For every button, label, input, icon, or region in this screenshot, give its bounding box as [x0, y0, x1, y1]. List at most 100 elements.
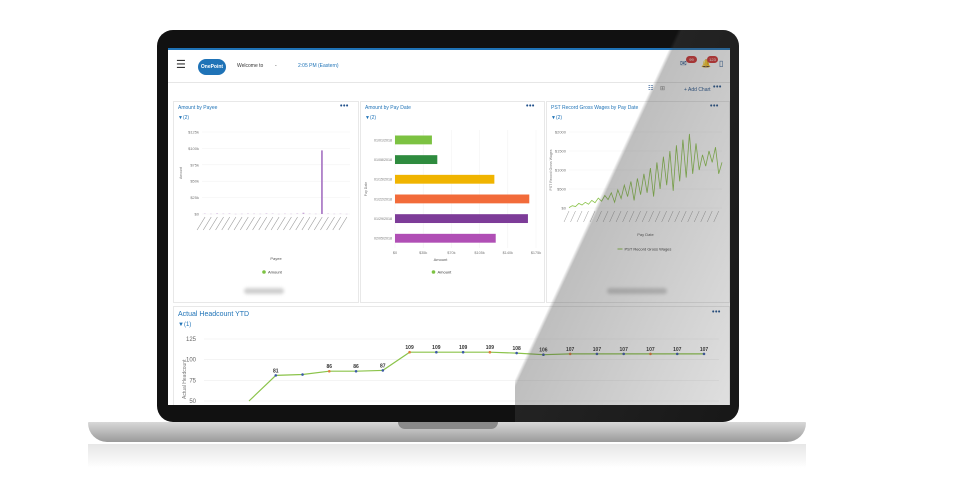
- toolbar-more-button[interactable]: •••: [713, 84, 722, 91]
- y-tick-label: $1500: [555, 149, 567, 154]
- card-more-button[interactable]: •••: [340, 103, 349, 110]
- payee-bar: [302, 212, 305, 214]
- x-tick-label: [700, 210, 706, 223]
- y-tick-label: 02/05/2018: [374, 237, 392, 241]
- filter-indicator[interactable]: ▼(2): [551, 115, 563, 121]
- data-label: 109: [405, 345, 414, 351]
- x-tick-label: [258, 216, 268, 231]
- y-tick-label: 125: [186, 337, 197, 343]
- blurred-footer: [244, 288, 284, 294]
- x-tick-label: [628, 210, 635, 223]
- blurred-footer: [607, 288, 667, 294]
- x-tick-label: [289, 216, 298, 231]
- y-tick-label: $2000: [555, 130, 567, 135]
- x-tick-label: [233, 216, 243, 231]
- y-axis-label: Amount: [179, 167, 183, 179]
- x-tick-label: [283, 216, 292, 231]
- document-icon[interactable]: ▯: [719, 59, 724, 68]
- data-point: [461, 350, 465, 354]
- y-tick-label: $500: [557, 187, 567, 192]
- mail-icon[interactable]: ✉: [680, 59, 687, 68]
- x-tick-label: $175k: [531, 251, 541, 255]
- x-axis-label: Payee: [270, 256, 282, 261]
- card-title: Actual Headcount YTD: [178, 311, 250, 318]
- pay-date-bar: [395, 214, 528, 224]
- data-point: [542, 353, 545, 357]
- grid-view-icon[interactable]: ⊞: [660, 86, 666, 92]
- pay-date-bar-chart: $0 $35k $70k $105k $140k $175k 01/01/2018 01/08…: [364, 130, 541, 275]
- x-tick-label: [687, 210, 693, 223]
- list-view-icon[interactable]: ☷: [648, 86, 654, 92]
- data-label: 107: [700, 347, 709, 353]
- top-bar: ☰ OnePoint Welcome to - 2:05 PM (Eastern…: [168, 50, 730, 83]
- x-tick-label: [570, 210, 576, 223]
- filter-indicator[interactable]: ▼(2): [178, 115, 190, 121]
- data-label: 107: [646, 347, 655, 353]
- x-axis-label: Pay Date: [637, 232, 654, 237]
- card-amount-by-payee: Amount by Payee ••• ▼(2) $125k $100k $75k $…: [173, 101, 359, 303]
- legend-marker: [262, 270, 266, 274]
- data-point: [515, 351, 518, 355]
- card-pst-gross-wages: PST Record Gross Wages by Pay Date ••• ▼…: [546, 101, 730, 303]
- data-label: 109: [459, 345, 468, 351]
- y-axis-label: Actual Headcount: [182, 359, 188, 399]
- data-point: [301, 373, 304, 376]
- laptop-reflection: [88, 444, 806, 468]
- gross-wages-line: [568, 133, 723, 208]
- onepoint-logo[interactable]: OnePoint: [198, 59, 226, 75]
- data-point: [408, 350, 411, 354]
- x-tick-label: [693, 210, 700, 223]
- x-tick-label: [661, 210, 667, 223]
- y-tick-label: 01/08/2018: [374, 158, 392, 162]
- x-tick-label: [227, 216, 237, 231]
- laptop-notch: [398, 422, 498, 429]
- x-tick-label: [301, 216, 311, 231]
- card-actual-headcount: Actual Headcount YTD ••• ▼(1) 125 100 75 50…: [173, 306, 730, 405]
- x-axis-label: Amount: [434, 257, 449, 262]
- x-tick-label: [707, 210, 713, 223]
- bell-icon[interactable]: 🔔: [701, 59, 711, 68]
- pay-date-bar: [395, 155, 438, 165]
- data-point: [702, 352, 706, 356]
- y-tick-label: $125k: [188, 130, 199, 135]
- filter-count: (2): [555, 115, 563, 121]
- y-tick-label: 01/29/2018: [374, 217, 392, 221]
- data-label: 108: [512, 346, 521, 352]
- filter-indicator[interactable]: ▼(2): [365, 115, 377, 121]
- x-tick-label: $105k: [474, 251, 484, 255]
- x-tick-label: [583, 210, 589, 223]
- y-tick-label: 01/22/2018: [374, 197, 392, 201]
- pay-date-bar: [395, 194, 530, 204]
- x-tick-label: $0: [393, 251, 397, 255]
- add-chart-button[interactable]: + Add Chart: [684, 87, 711, 93]
- x-tick-label: [196, 216, 206, 231]
- data-point: [381, 369, 385, 372]
- filter-count: (1): [183, 322, 192, 328]
- x-tick-label: [221, 216, 231, 231]
- x-tick-label: [338, 216, 348, 231]
- data-label: 107: [620, 347, 629, 353]
- x-tick-label: [320, 216, 329, 231]
- filter-count: (2): [369, 115, 377, 121]
- x-tick-label: [332, 216, 342, 231]
- y-tick-label: $1000: [555, 168, 567, 173]
- card-more-button[interactable]: •••: [712, 309, 721, 316]
- y-axis-label: Pay Date: [364, 182, 368, 196]
- x-tick-label: [209, 216, 218, 231]
- payee-bar-chart: $125k $100k $75k $50k $25k $0 Amount Payee Amoun…: [179, 130, 350, 275]
- x-tick-label: [313, 216, 323, 231]
- card-more-button[interactable]: •••: [710, 103, 719, 110]
- x-tick-label: [202, 216, 212, 231]
- hamburger-menu-icon[interactable]: ☰: [176, 59, 186, 71]
- legend-marker: [431, 270, 436, 274]
- payee-bar: [216, 213, 219, 214]
- data-label: 107: [566, 347, 575, 353]
- data-point: [649, 352, 652, 356]
- card-more-button[interactable]: •••: [526, 103, 535, 110]
- x-tick-label: [276, 216, 286, 231]
- x-tick-label: [563, 210, 570, 223]
- filter-indicator[interactable]: ▼(1): [178, 322, 192, 328]
- mail-count-badge: 99: [686, 56, 697, 63]
- x-tick-label: [602, 210, 609, 223]
